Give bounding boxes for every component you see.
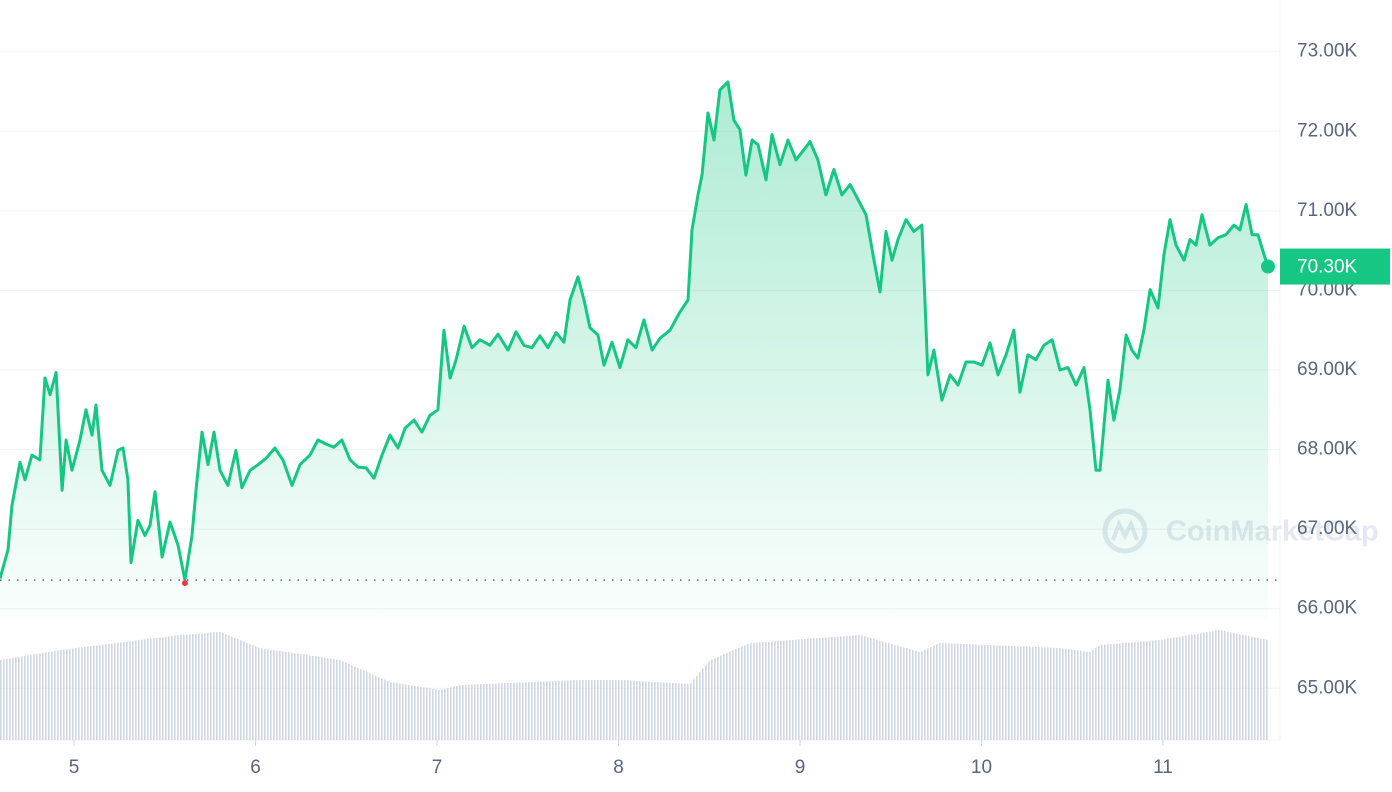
- y-tick-label: 66.00K: [1297, 598, 1358, 619]
- y-tick-label: 73.00K: [1297, 41, 1358, 62]
- y-tick-label: 70.00K: [1297, 279, 1358, 300]
- x-tick-label: 5: [69, 757, 80, 778]
- price-area: [0, 82, 1269, 620]
- y-tick-label: 72.00K: [1297, 120, 1358, 141]
- x-tick-label: 6: [250, 757, 261, 778]
- price-line: [0, 80, 1270, 582]
- y-tick-label: 67.00K: [1297, 518, 1358, 539]
- volume-area: [0, 630, 1269, 740]
- y-tick-label: 68.00K: [1297, 439, 1358, 460]
- plot: [0, 80, 1280, 620]
- low-marker: [181, 580, 188, 587]
- y-tick-label: 71.00K: [1297, 200, 1358, 221]
- x-tick-label: 11: [1153, 757, 1173, 778]
- price-badge-label: 70.30K: [1297, 257, 1358, 278]
- last-point: [1261, 259, 1276, 274]
- y-tick-label: 65.00K: [1297, 677, 1358, 698]
- price-badge: [1280, 248, 1390, 285]
- x-tick-label: 10: [971, 757, 992, 778]
- x-tick-label: 8: [613, 757, 624, 778]
- y-tick-label: 69.00K: [1297, 359, 1358, 380]
- volume: [0, 630, 1269, 740]
- x-tick-label: 7: [432, 757, 443, 778]
- x-tick-label: 9: [795, 757, 806, 778]
